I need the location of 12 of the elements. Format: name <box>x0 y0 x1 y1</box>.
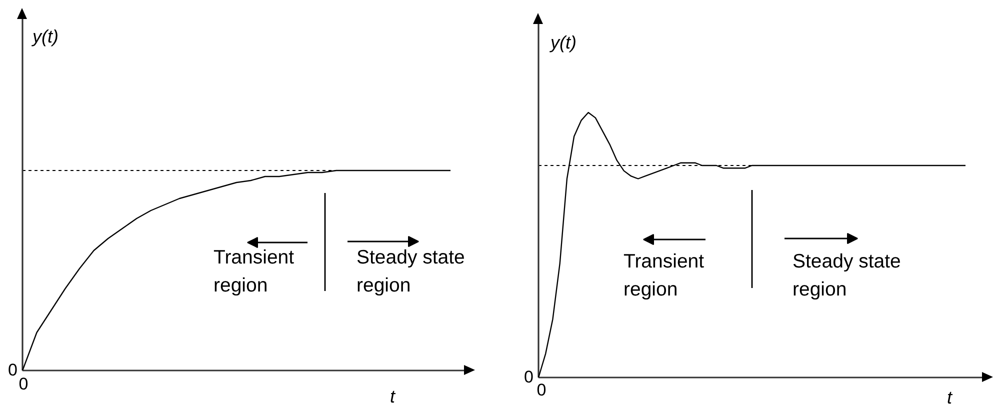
y-axis-title: y(t) <box>30 26 58 46</box>
annotation: Transient region <box>214 246 295 297</box>
text: 0 <box>524 368 534 386</box>
x-axis-title: t <box>390 386 396 406</box>
text: 0 <box>8 360 18 380</box>
annotation: Steady state region <box>356 246 465 297</box>
text: 0 <box>536 380 546 400</box>
annotation: Steady state region <box>792 250 901 301</box>
text: 0 <box>18 374 28 394</box>
annotation: Transient region <box>624 250 705 301</box>
x-axis-title: t <box>947 388 953 408</box>
y-axis-title: y(t) <box>548 32 576 52</box>
